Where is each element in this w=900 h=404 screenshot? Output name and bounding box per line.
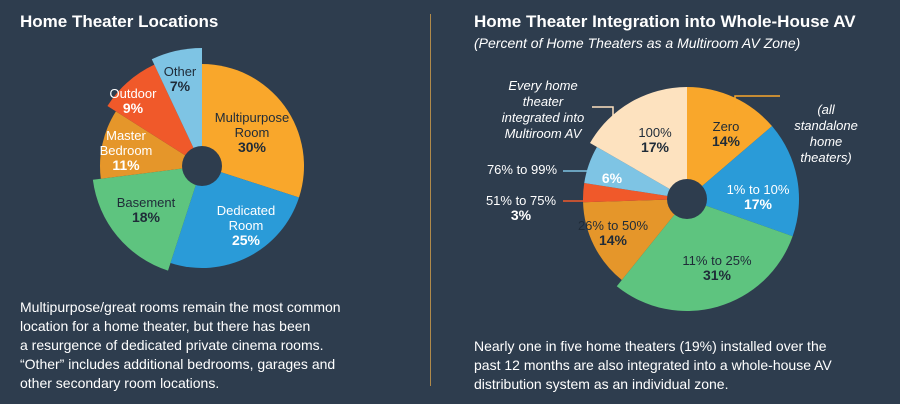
slice-value-51-to-75: 3% <box>511 207 532 223</box>
slice-label-master-bedroom: Master Bedroom <box>100 128 153 158</box>
slice-value-master-bedroom: 11% <box>112 157 140 173</box>
left-caption-line: other secondary room locations. <box>20 375 220 391</box>
annotation-every-home-theater: Every home theater integrated into Multiroo… <box>502 78 584 141</box>
slice-value-other: 7% <box>170 78 191 94</box>
pie-slice-multipurpose-room <box>202 64 305 198</box>
slice-label-100: 100% <box>638 125 672 140</box>
slice-label-dedicated-room: Dedicated Room <box>217 203 276 233</box>
slice-label-multipurpose-room: Multipurpose Room <box>215 110 289 140</box>
slice-value-dedicated-room: 25% <box>232 232 261 248</box>
pie-slice-master-bedroom <box>99 111 202 179</box>
left-caption-line: “Other” includes additional bedrooms, ga… <box>20 356 336 372</box>
slice-label-51-to-75: 51% to 75% <box>486 193 557 208</box>
slice-value-outdoor: 9% <box>123 100 144 116</box>
slice-value-11-to-25: 31% <box>703 267 732 283</box>
left-caption-line: location for a home theater, but there h… <box>20 318 311 334</box>
slice-value-26-to-50: 14% <box>599 232 628 248</box>
pie-slice-zero <box>687 87 773 199</box>
slice-label-outdoor: Outdoor <box>110 86 158 101</box>
pie-slice-1-to-10 <box>687 126 799 237</box>
slice-label-1-to-10: 1% to 10% <box>727 182 790 197</box>
pie-slice-11-to-25 <box>616 199 793 312</box>
slice-value-1-to-10: 17% <box>744 196 773 212</box>
pie-slice-76-to-99 <box>584 147 687 199</box>
leader-line-all-standalone <box>734 95 780 115</box>
right-caption: Nearly one in five home theaters (19%) i… <box>474 337 832 394</box>
pie-slice-basement <box>92 166 202 271</box>
right-chart-title: Home Theater Integration into Whole-Hous… <box>474 12 856 31</box>
pie-slice-26-to-50 <box>583 199 687 281</box>
slice-value-basement: 18% <box>132 209 161 225</box>
slice-value-76-to-99: 6% <box>602 170 623 186</box>
right-caption-line: Nearly one in five home theaters (19%) i… <box>474 338 827 354</box>
pie-slice-dedicated-room <box>170 166 300 269</box>
slice-value-multipurpose-room: 30% <box>238 139 267 155</box>
pie-slice-outdoor <box>107 64 202 166</box>
right-chart-subtitle: (Percent of Home Theaters as a Multiroom… <box>474 35 801 51</box>
slice-label-basement: Basement <box>117 195 176 210</box>
left-caption-line: a resurgence of dedicated private cinema… <box>20 337 324 353</box>
pie-center-hole <box>667 179 707 219</box>
column-divider <box>430 14 431 386</box>
leader-line-every-home-theater <box>592 106 614 128</box>
pie-center-hole <box>182 146 222 186</box>
slice-label-11-to-25: 11% to 25% <box>682 253 752 268</box>
slice-label-other: Other <box>164 64 197 79</box>
slice-label-76-to-99: 76% to 99% <box>487 162 558 177</box>
slice-label-26-to-50: 26% to 50% <box>578 218 649 233</box>
slice-value-zero: 14% <box>712 133 741 149</box>
left-caption: Multipurpose/great rooms remain the most… <box>20 298 341 393</box>
right-caption-line: past 12 months are also integrated into … <box>474 357 832 373</box>
pie-slice-51-to-75 <box>583 183 687 203</box>
right-caption-line: distribution system as an individual zon… <box>474 376 729 392</box>
left-chart-title: Home Theater Locations <box>20 12 219 31</box>
slice-label-zero: Zero <box>713 119 740 134</box>
pie-slice-other <box>151 48 202 166</box>
slice-value-100: 17% <box>641 139 670 155</box>
annotation-all-standalone: (all standalone home theaters) <box>794 102 858 165</box>
left-caption-line: Multipurpose/great rooms remain the most… <box>20 299 341 315</box>
pie-slice-100 <box>590 87 687 199</box>
